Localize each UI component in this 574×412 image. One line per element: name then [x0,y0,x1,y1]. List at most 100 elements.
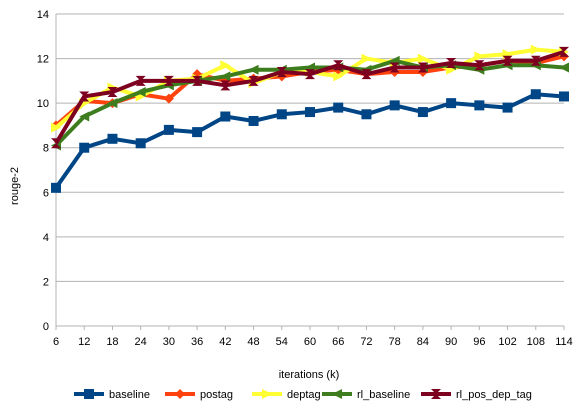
data-point [135,138,146,149]
x-axis-label: iterations (k) [279,369,340,381]
series-deptag [51,44,569,133]
data-point [135,75,146,86]
x-tick-label: 114 [555,336,573,348]
legend-label: postag [200,389,233,401]
y-tick-label: 12 [37,54,49,66]
data-point [220,60,231,71]
data-point [220,71,231,82]
data-point [51,182,61,193]
data-point [163,93,174,104]
data-point [107,98,118,109]
grid [56,13,564,327]
legend-item-postag: postag [165,389,233,401]
data-point [248,64,259,75]
data-point [79,142,90,153]
data-point [559,62,569,73]
data-point [446,98,457,109]
legend-label: rl_pos_dep_tag [456,389,532,401]
data-point [333,102,344,113]
x-tick-label: 30 [163,336,175,348]
data-point [417,107,428,118]
data-point [84,389,94,399]
data-point [79,111,90,122]
series-rl-pos-dep-tag [51,46,569,149]
y-tick-label: 4 [43,232,49,244]
data-point [79,91,90,102]
data-point [220,111,231,122]
data-point [276,66,287,77]
y-tick-label: 6 [43,187,49,199]
x-tick-label: 36 [191,336,203,348]
data-point [530,89,541,100]
data-point [192,75,203,86]
data-point [262,389,272,399]
data-point [276,109,287,120]
legend-label: rl_baseline [357,389,410,401]
data-point [163,124,174,135]
x-tick-label: 96 [473,336,485,348]
data-point [559,46,569,57]
x-tick-label: 108 [527,336,545,348]
data-point [107,87,118,97]
data-point [446,58,457,69]
data-point [305,107,315,118]
y-tick-label: 14 [37,9,49,21]
x-tick-label: 48 [247,336,259,348]
x-tick-label: 90 [445,336,457,348]
data-point [248,75,259,86]
data-point [163,75,174,86]
data-point [248,115,259,126]
x-tick-label: 66 [332,336,344,348]
legend-item-deptag: deptag [252,389,321,401]
series-lines [51,44,569,193]
legend-label: baseline [109,389,150,401]
x-tick-label: 84 [417,336,429,348]
data-point [220,80,231,91]
x-tick-label: 72 [360,336,372,348]
y-tick-label: 2 [43,276,49,288]
x-tick-label: 102 [498,336,516,348]
x-tick-label: 18 [106,336,118,348]
x-tick-label: 42 [219,336,231,348]
legend-item-rl-pos-dep-tag: rl_pos_dep_tag [421,389,532,401]
data-point [361,69,372,80]
x-tick-label: 60 [304,336,316,348]
y-tick-label: 0 [43,321,49,333]
data-point [474,60,485,71]
data-point [135,87,146,97]
data-point [333,71,344,82]
y-axis-label: rouge-2 [9,167,21,205]
data-point [192,127,203,138]
data-point [333,60,344,71]
data-point [389,100,400,111]
data-point [431,389,441,399]
x-tick-label: 78 [389,336,401,348]
y-tick-label: 10 [37,98,49,110]
x-tick-label: 54 [276,336,288,348]
data-point [332,389,342,399]
legend-item-rl-baseline: rl_baseline [322,389,410,401]
data-point [474,100,485,111]
data-point [417,53,428,64]
x-tick-label: 6 [53,336,59,348]
x-tick-label: 12 [78,336,90,348]
y-tick-label: 8 [43,143,49,155]
data-point [474,51,485,62]
data-point [502,102,513,113]
data-point [502,55,513,66]
data-point [175,389,185,399]
data-point [107,133,118,144]
data-point [389,62,400,73]
data-point [530,55,541,66]
data-point [51,138,61,149]
data-point [361,53,372,64]
legend-item-baseline: baseline [74,389,150,401]
legend-label: deptag [287,389,321,401]
legend: baseline postag deptag rl_baseline rl_pos_de… [74,389,532,401]
series-baseline [51,89,569,193]
data-point [530,44,541,55]
data-point [305,69,315,80]
data-point [51,122,61,133]
